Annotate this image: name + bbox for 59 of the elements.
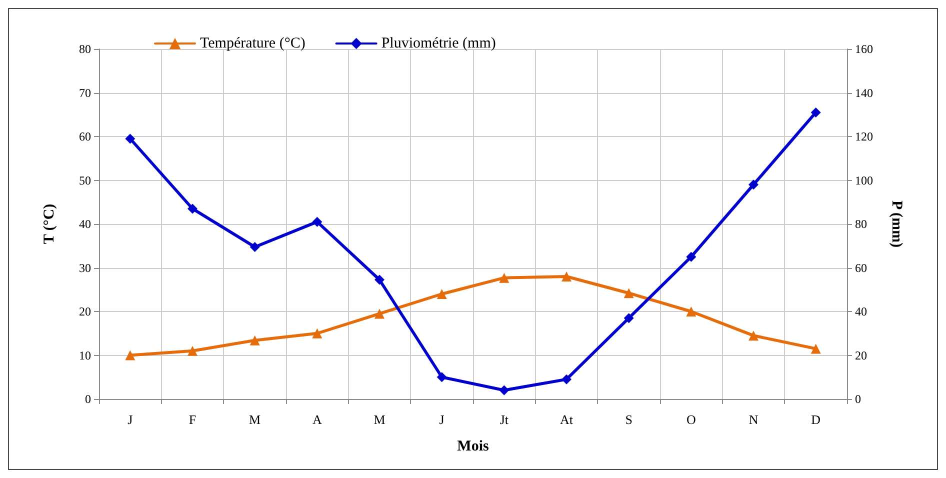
point: [748, 330, 758, 341]
point: [748, 180, 758, 190]
point: [686, 306, 696, 316]
y-tick-label: 80: [79, 42, 91, 56]
y-tick-label: 60: [79, 130, 91, 144]
y2-tick-label: 20: [855, 348, 867, 362]
point: [810, 107, 821, 118]
y2-tick-label: 140: [855, 86, 873, 100]
y-tick-label: 50: [79, 173, 91, 188]
x-tick-label: F: [188, 412, 196, 427]
x-tick-label: J: [128, 412, 133, 427]
legend-label: Température (°C): [200, 36, 306, 52]
y-tick-label: 10: [79, 348, 91, 362]
y-tick-label: 30: [79, 260, 91, 275]
y2-tick-label: 0: [855, 392, 861, 406]
x-tick-label: J: [439, 412, 444, 427]
point: [125, 350, 136, 360]
point: [250, 242, 260, 252]
y2-tick-label: 160: [855, 42, 873, 56]
y2-tick-label: 120: [855, 130, 873, 144]
point: [250, 335, 260, 346]
y2-tick-label: 100: [855, 173, 873, 188]
point: [374, 308, 384, 319]
point: [562, 374, 572, 384]
y-tick-label: 0: [85, 392, 91, 406]
y-tick-label: 70: [79, 86, 91, 100]
point: [312, 328, 322, 338]
point: [188, 346, 198, 356]
point: [312, 216, 322, 227]
point: [810, 344, 821, 354]
y-axis-title: T (°C): [42, 204, 58, 244]
y2-tick-label: 80: [855, 217, 867, 231]
point: [125, 134, 136, 144]
y-tick-label: 40: [79, 217, 91, 231]
point: [624, 288, 634, 298]
x-tick-label: A: [312, 412, 322, 427]
y2-tick-label: 40: [855, 304, 867, 318]
point: [562, 272, 572, 282]
x-axis-title: Mois: [457, 438, 489, 454]
y2-tick-label: 60: [855, 260, 867, 275]
point: [499, 272, 510, 283]
x-tick-label: S: [625, 412, 632, 427]
point: [499, 385, 510, 396]
point: [436, 289, 447, 299]
x-tick-label: Jt: [500, 412, 509, 427]
point: [188, 204, 198, 214]
point: [374, 274, 384, 285]
x-tick-label: M: [374, 412, 386, 427]
x-tick-label: At: [560, 412, 574, 427]
y2-axis-title: P (mm): [888, 200, 904, 248]
legend-label: Pluviométrie (mm): [381, 36, 496, 52]
x-tick-label: O: [686, 412, 696, 427]
y-tick-label: 20: [79, 304, 91, 318]
x-tick-label: N: [748, 412, 759, 427]
point: [624, 313, 634, 324]
x-tick-label: M: [249, 412, 262, 427]
point: [436, 372, 447, 382]
point: [686, 252, 696, 262]
x-tick-label: D: [811, 412, 821, 427]
